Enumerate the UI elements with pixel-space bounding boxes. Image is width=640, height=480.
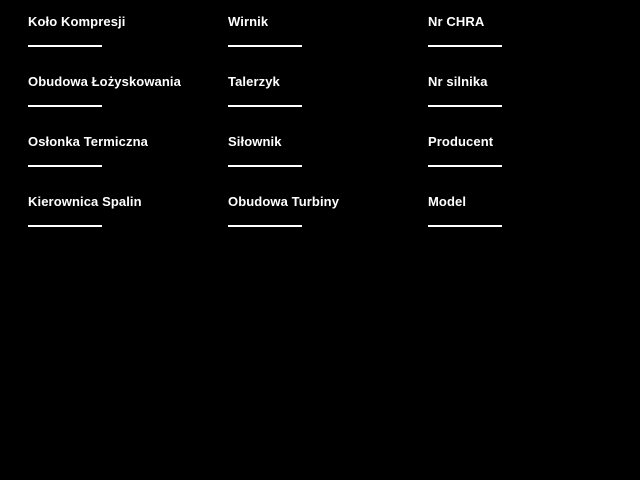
field-label: Talerzyk [228, 74, 280, 89]
field-grid: Koło Kompresji Wirnik Nr CHRA Obudowa Ło… [28, 14, 612, 254]
field-label: Siłownik [228, 134, 282, 149]
field-nr-silnika[interactable]: Nr silnika [428, 74, 612, 134]
field-silownik[interactable]: Siłownik [228, 134, 428, 194]
field-label: Koło Kompresji [28, 14, 126, 29]
field-underline[interactable] [228, 165, 302, 167]
field-underline[interactable] [228, 105, 302, 107]
field-underline[interactable] [28, 225, 102, 227]
field-underline[interactable] [428, 105, 502, 107]
field-label: Wirnik [228, 14, 269, 29]
field-label: Producent [428, 134, 494, 149]
field-model[interactable]: Model [428, 194, 612, 254]
field-talerzyk[interactable]: Talerzyk [228, 74, 428, 134]
field-obudowa-turbiny[interactable]: Obudowa Turbiny [228, 194, 428, 254]
field-kolo-kompresji[interactable]: Koło Kompresji [28, 14, 228, 74]
field-obudowa-lozyskowania[interactable]: Obudowa Łożyskowania [28, 74, 228, 134]
field-producent[interactable]: Producent [428, 134, 612, 194]
field-underline[interactable] [428, 45, 502, 47]
field-label: Nr CHRA [428, 14, 485, 29]
field-underline[interactable] [428, 225, 502, 227]
field-underline[interactable] [428, 165, 502, 167]
field-label: Model [428, 194, 467, 209]
field-underline[interactable] [28, 105, 102, 107]
field-oslonka-termiczna[interactable]: Osłonka Termiczna [28, 134, 228, 194]
field-wirnik[interactable]: Wirnik [228, 14, 428, 74]
field-label: Osłonka Termiczna [28, 134, 148, 149]
field-label: Kierownica Spalin [28, 194, 142, 209]
field-underline[interactable] [28, 165, 102, 167]
field-underline[interactable] [228, 45, 302, 47]
field-label: Nr silnika [428, 74, 488, 89]
field-underline[interactable] [228, 225, 302, 227]
field-label: Obudowa Łożyskowania [28, 74, 181, 89]
field-label: Obudowa Turbiny [228, 194, 340, 209]
field-kierownica-spalin[interactable]: Kierownica Spalin [28, 194, 228, 254]
field-underline[interactable] [28, 45, 102, 47]
field-nr-chra[interactable]: Nr CHRA [428, 14, 612, 74]
